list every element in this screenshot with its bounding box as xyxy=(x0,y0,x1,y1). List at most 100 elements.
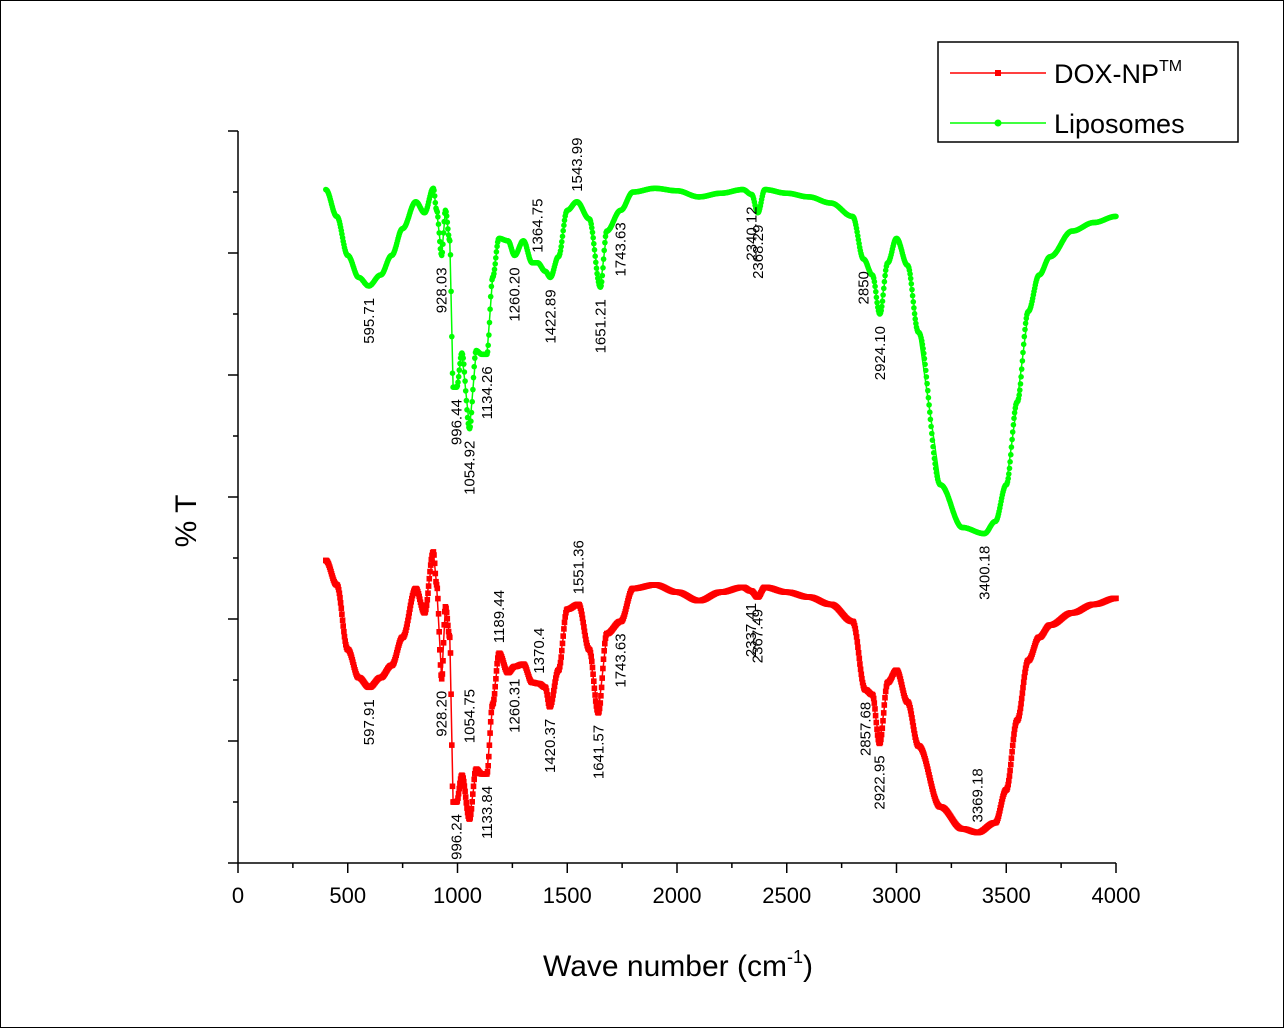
data-point xyxy=(454,798,461,804)
data-point xyxy=(1022,326,1028,333)
data-point xyxy=(1020,684,1026,691)
data-point xyxy=(340,623,346,629)
data-point xyxy=(460,775,466,781)
data-point xyxy=(445,628,452,635)
data-point xyxy=(444,219,451,225)
data-point xyxy=(928,423,934,430)
data-point xyxy=(1018,695,1025,702)
data-point xyxy=(467,815,473,821)
data-point xyxy=(440,241,446,247)
data-point xyxy=(997,805,1004,811)
data-point xyxy=(337,600,344,606)
x-axis-title-close: ) xyxy=(803,950,813,983)
data-point xyxy=(880,292,886,298)
data-point xyxy=(909,719,916,725)
data-point xyxy=(870,692,876,699)
data-point xyxy=(463,397,470,404)
data-point xyxy=(449,783,456,790)
data-point xyxy=(920,345,926,352)
data-point xyxy=(433,582,440,588)
data-point xyxy=(600,665,606,672)
peak-label-dox: 1551.36 xyxy=(571,540,588,594)
data-point xyxy=(593,259,599,266)
data-point xyxy=(590,235,596,241)
data-point xyxy=(432,199,439,206)
data-point xyxy=(434,585,441,592)
peak-label-dox: 1189.44 xyxy=(491,590,508,643)
data-point xyxy=(874,726,880,732)
data-point xyxy=(878,731,885,738)
data-point xyxy=(339,611,345,617)
data-point xyxy=(492,261,499,267)
data-point xyxy=(591,247,598,253)
x-axis-title-sup: -1 xyxy=(787,947,803,967)
data-point xyxy=(470,791,476,797)
data-point xyxy=(1009,436,1015,443)
data-point xyxy=(434,209,441,215)
data-point xyxy=(1009,429,1016,435)
data-point xyxy=(1005,781,1011,788)
data-point xyxy=(1018,374,1024,380)
data-point xyxy=(929,437,936,444)
data-point xyxy=(600,265,606,271)
data-point xyxy=(486,332,492,338)
series-dox xyxy=(323,549,1119,836)
peak-label-dox: 3369.18 xyxy=(970,768,987,822)
data-point xyxy=(927,409,933,416)
data-point xyxy=(598,693,604,699)
x-axis-title: Wave number (cm-1) xyxy=(543,947,813,983)
data-point xyxy=(461,369,468,375)
data-point xyxy=(462,788,468,795)
data-point xyxy=(591,240,597,247)
data-point xyxy=(909,292,916,299)
data-point xyxy=(447,634,453,641)
data-point xyxy=(878,736,884,743)
x-axis-title-main: Wave number (cm xyxy=(543,950,787,983)
data-point xyxy=(926,402,932,408)
data-point xyxy=(449,370,456,377)
peak-label-lipo: 2368.29 xyxy=(750,225,767,279)
data-point xyxy=(598,684,605,691)
data-point xyxy=(341,633,348,640)
data-point xyxy=(1113,213,1119,220)
peak-label-dox: 2337.41 xyxy=(743,603,760,657)
data-point xyxy=(427,562,434,568)
data-point xyxy=(1007,459,1013,465)
data-point xyxy=(925,769,932,775)
data-point xyxy=(455,790,462,797)
data-point xyxy=(596,709,602,715)
data-point xyxy=(462,378,468,384)
x-tick-label: 1000 xyxy=(433,883,482,908)
data-point xyxy=(927,775,933,781)
data-point xyxy=(907,271,913,277)
data-point xyxy=(428,556,435,563)
data-point xyxy=(597,700,604,706)
data-point xyxy=(403,624,410,630)
data-point xyxy=(409,595,415,602)
data-point xyxy=(1008,761,1014,768)
data-point xyxy=(592,698,599,704)
data-point xyxy=(1006,471,1012,477)
data-point xyxy=(853,634,860,640)
data-point xyxy=(859,679,866,686)
data-point xyxy=(1020,341,1027,348)
peak-label-dox: 1743.63 xyxy=(613,633,630,687)
peak-label-dox: 597.91 xyxy=(361,699,378,745)
data-point xyxy=(1020,349,1026,356)
x-tick-label: 1500 xyxy=(543,883,592,908)
data-point xyxy=(592,253,598,259)
data-point xyxy=(435,221,442,227)
data-point xyxy=(881,278,888,285)
data-point xyxy=(403,627,409,633)
data-point xyxy=(921,350,927,357)
data-point xyxy=(404,621,410,627)
data-point xyxy=(871,278,878,285)
data-point xyxy=(457,780,463,787)
data-point xyxy=(599,272,606,279)
data-point xyxy=(870,695,877,702)
data-point xyxy=(443,605,449,612)
data-point xyxy=(998,802,1004,808)
data-point xyxy=(471,363,478,370)
